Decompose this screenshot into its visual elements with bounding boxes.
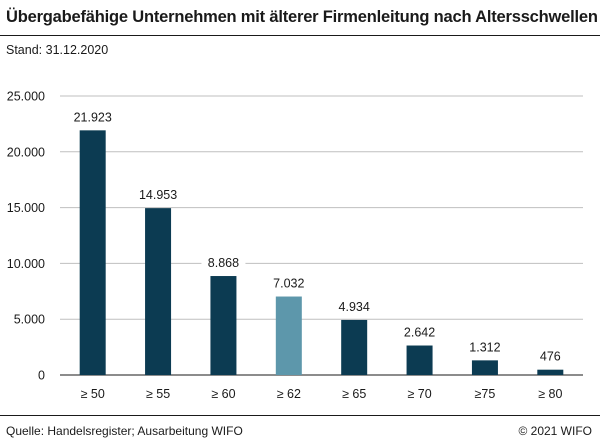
y-tick-label: 20.000	[7, 145, 45, 159]
value-label: 8.868	[208, 256, 239, 270]
y-tick-label: 0	[38, 369, 45, 383]
value-label: 7.032	[273, 277, 304, 291]
chart-subtitle: Stand: 31.12.2020	[6, 43, 109, 57]
value-label-bg	[201, 254, 246, 271]
value-label: 21.923	[74, 110, 112, 124]
x-tick-label: ≥ 55	[146, 387, 170, 401]
chart-title: Übergabefähige Unternehmen mit älterer F…	[6, 8, 598, 26]
title-divider	[0, 35, 600, 36]
x-tick-label: ≥75	[475, 387, 496, 401]
x-tick-label: ≥ 65	[342, 387, 366, 401]
value-label: 1.312	[469, 340, 500, 354]
copyright-note: © 2021 WIFO	[518, 424, 592, 438]
value-label: 4.934	[339, 300, 370, 314]
x-tick-label: ≥ 50	[81, 387, 105, 401]
bar	[537, 369, 564, 375]
value-label-bg	[67, 108, 119, 125]
x-tick-label: ≥ 80	[538, 387, 562, 401]
x-tick-label: ≥ 70	[407, 387, 431, 401]
value-label-bg	[266, 274, 311, 291]
value-label: 476	[540, 350, 561, 364]
value-label: 2.642	[404, 326, 435, 340]
source-note: Quelle: Handelsregister; Ausarbeitung WI…	[6, 424, 243, 438]
y-tick-label: 25.000	[7, 90, 45, 104]
bar	[210, 276, 237, 375]
bar	[79, 130, 106, 375]
bar	[145, 208, 172, 375]
value-label-bg	[535, 347, 566, 364]
value-label-bg	[462, 338, 507, 355]
bar	[275, 296, 302, 375]
y-tick-label: 5.000	[14, 313, 45, 327]
value-label: 14.953	[139, 188, 177, 202]
value-label-bg	[132, 186, 184, 203]
x-tick-label: ≥ 60	[211, 387, 235, 401]
value-label-bg	[332, 297, 377, 314]
value-label-bg	[397, 323, 442, 340]
x-tick-label: ≥ 62	[277, 387, 301, 401]
y-tick-label: 15.000	[7, 201, 45, 215]
bar	[471, 360, 498, 375]
y-tick-label: 10.000	[7, 257, 45, 271]
footer-divider	[0, 415, 600, 416]
bar	[406, 345, 433, 375]
bar	[341, 319, 368, 375]
